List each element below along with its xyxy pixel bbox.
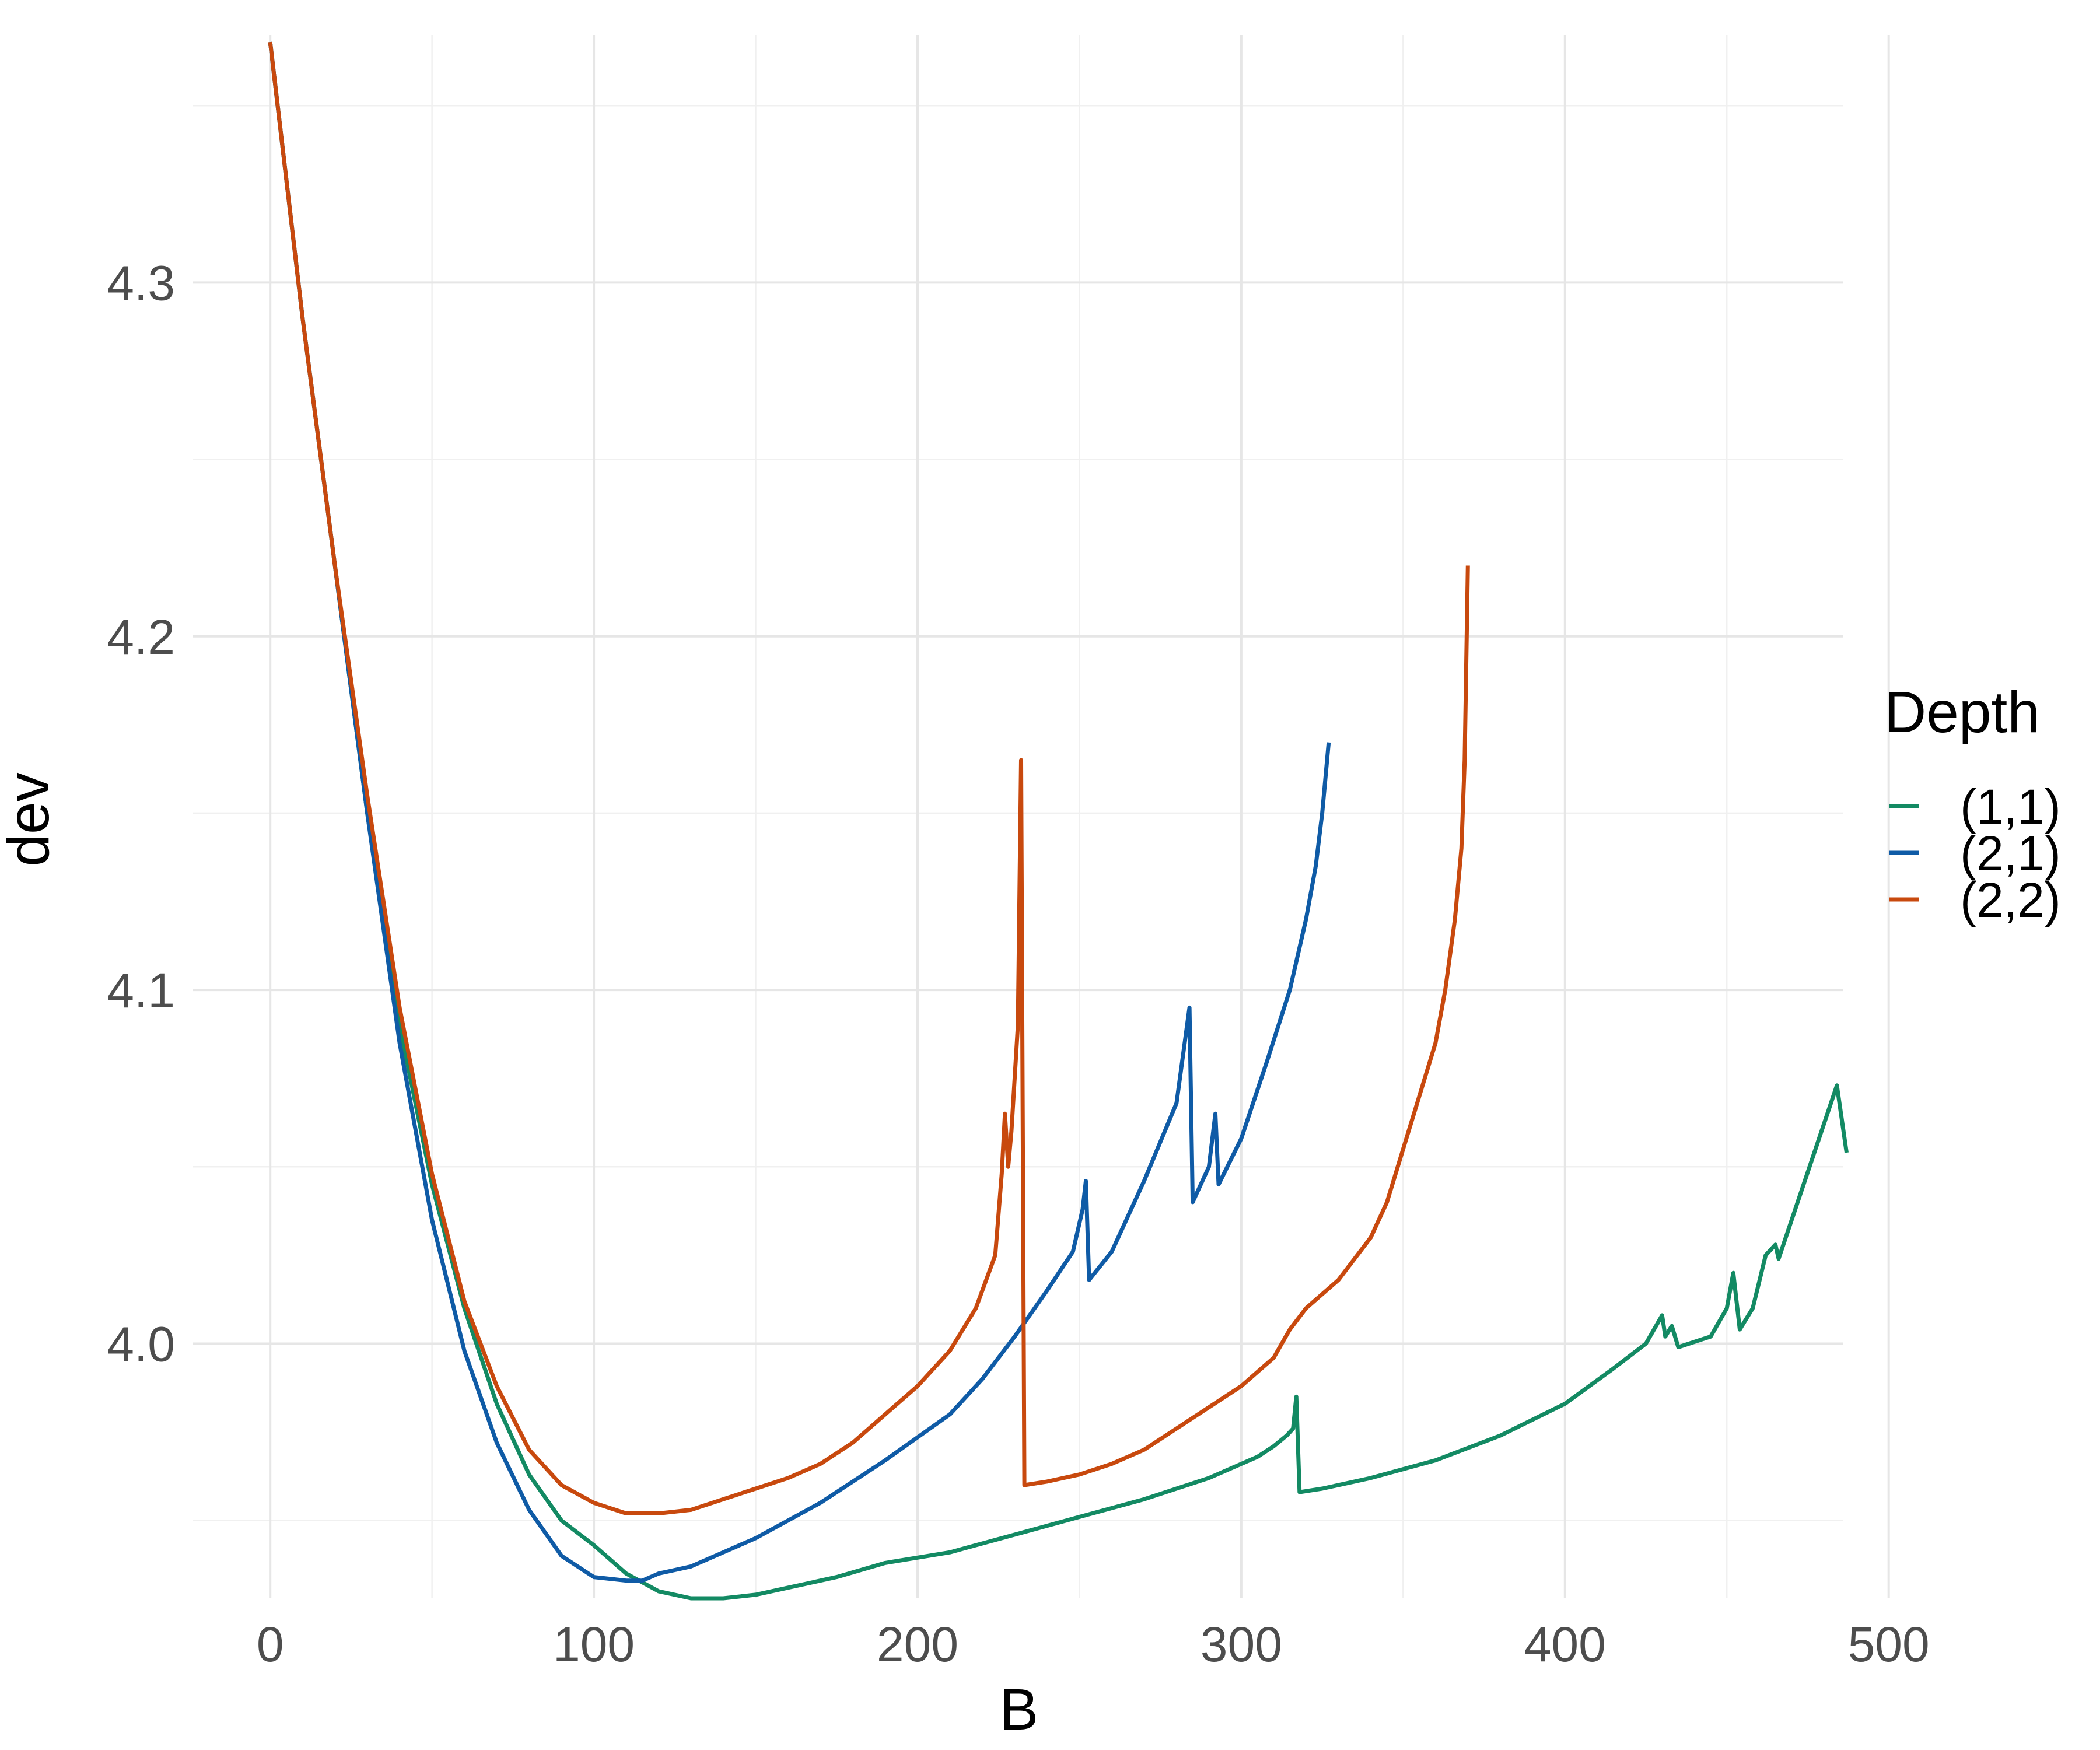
- y-tick-label: 4.1: [107, 963, 175, 1018]
- series-line--2-2-: [268, 41, 1470, 1516]
- x-tick-label: 500: [1848, 1617, 1930, 1672]
- x-tick-label: 300: [1200, 1617, 1282, 1672]
- legend: Depth (1,1)(2,1)(2,2): [1884, 680, 2061, 928]
- x-axis-ticks: 0 100 200 300 400 500: [257, 1617, 1930, 1672]
- x-axis-title: B: [1000, 1677, 1039, 1742]
- legend-title: Depth: [1884, 680, 2040, 745]
- x-tick-label: 0: [257, 1617, 284, 1672]
- grid: [192, 35, 1890, 1598]
- y-axis-title: dev: [0, 772, 61, 866]
- x-tick-label: 400: [1524, 1617, 1606, 1672]
- legend-label: (2,1): [1960, 826, 2061, 881]
- x-tick-label: 200: [877, 1617, 958, 1672]
- series-line--1-1-: [268, 41, 1849, 1601]
- y-tick-label: 4.2: [107, 610, 175, 664]
- legend-label: (2,2): [1960, 873, 2061, 928]
- y-tick-label: 4.0: [107, 1317, 175, 1371]
- y-tick-label: 4.3: [107, 256, 175, 310]
- legend-label: (1,1): [1960, 779, 2061, 834]
- y-axis-ticks: 4.0 4.1 4.2 4.3: [107, 256, 175, 1371]
- x-tick-label: 100: [553, 1617, 635, 1672]
- series-line--2-1-: [268, 41, 1331, 1583]
- series-lines: [268, 41, 1849, 1601]
